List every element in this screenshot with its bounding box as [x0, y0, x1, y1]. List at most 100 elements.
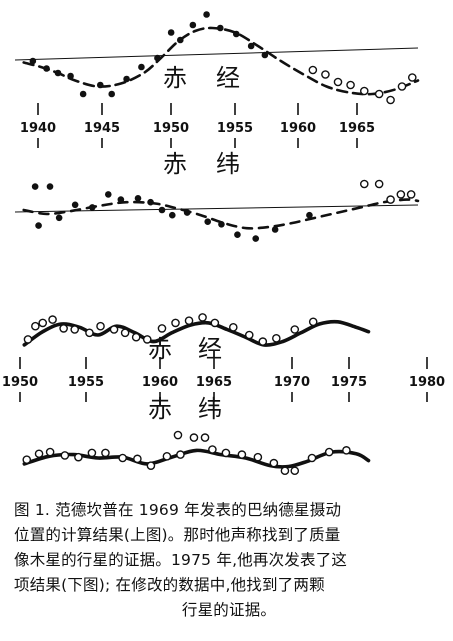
series-baseline	[14, 204, 419, 213]
tick-label: 1970	[274, 375, 310, 390]
data-point	[397, 82, 407, 91]
data-point	[342, 446, 351, 455]
caption-line-2: 位置的计算结果(上图)。那时他声称找到了质量	[14, 526, 341, 544]
data-point	[109, 325, 119, 334]
data-point	[280, 466, 290, 476]
tick-label: 1975	[331, 375, 367, 390]
data-point	[396, 190, 406, 199]
data-point	[261, 51, 269, 59]
data-point	[74, 452, 83, 462]
data-point	[101, 448, 110, 458]
tick-label: 1945	[84, 121, 120, 136]
data-point	[154, 54, 161, 62]
series-label-char: 纬	[198, 395, 222, 423]
tick-label: 1955	[217, 121, 253, 136]
data-point	[34, 449, 44, 459]
tick-label: 1965	[196, 375, 232, 390]
data-point	[272, 333, 281, 343]
data-point	[120, 328, 130, 338]
chart-panel-upper: 1940 1945 1950 1955 1960 1965赤 经赤纬	[14, 11, 420, 242]
series-label-char: 纬	[216, 150, 240, 178]
data-point	[158, 206, 166, 214]
tick-label: 1960	[142, 375, 178, 390]
data-point	[146, 461, 156, 470]
data-point	[31, 321, 40, 331]
series-label-char: 经	[198, 335, 222, 363]
data-point	[210, 318, 220, 328]
data-point	[123, 75, 130, 83]
figure-caption: 图 1. 范德坎普在 1969 年发表的巴纳德星摄动 位置的计算结果(上图)。那…	[14, 498, 444, 623]
data-point	[216, 24, 224, 32]
tick-label: 1950	[153, 121, 189, 136]
series-label-char: 赤	[148, 395, 172, 423]
series-curve-dec	[22, 198, 420, 230]
data-point	[55, 214, 63, 222]
tick-label: 1965	[339, 121, 375, 136]
data-point	[218, 221, 225, 228]
tick-label: 1940	[20, 121, 56, 136]
data-point	[59, 324, 68, 333]
data-point	[60, 451, 70, 460]
data-point	[359, 179, 369, 189]
data-point	[85, 328, 94, 338]
data-point	[118, 453, 127, 463]
data-point	[142, 335, 152, 344]
data-point	[71, 201, 79, 209]
data-point	[96, 81, 104, 89]
data-point	[167, 29, 175, 36]
data-point	[221, 448, 231, 458]
data-point	[307, 453, 317, 463]
data-point	[54, 69, 62, 77]
data-point	[253, 452, 263, 462]
data-point	[269, 458, 279, 468]
tick-label: 1950	[2, 375, 38, 390]
data-point	[31, 183, 39, 190]
data-point	[374, 179, 384, 189]
data-point	[386, 195, 395, 204]
data-point	[234, 231, 241, 238]
tick-label: 1955	[68, 375, 104, 390]
data-point	[48, 315, 57, 324]
data-point	[208, 445, 217, 454]
data-point	[189, 21, 197, 29]
data-point	[271, 226, 279, 233]
data-point	[79, 90, 87, 98]
series-curve-dec	[22, 448, 371, 469]
caption-line-1: 图 1. 范德坎普在 1969 年发表的巴纳德星摄动	[14, 501, 342, 519]
data-point	[108, 90, 116, 98]
data-point	[333, 77, 343, 87]
data-point	[171, 318, 180, 328]
data-point	[200, 433, 210, 442]
data-point	[359, 86, 369, 96]
data-point	[157, 324, 167, 333]
data-point	[104, 191, 112, 198]
data-point	[198, 313, 207, 322]
data-point	[117, 196, 125, 203]
caption-line-4: 项结果(下图); 在修改的数据中,他找到了两颗	[14, 576, 325, 594]
data-point	[252, 235, 260, 242]
data-point	[308, 65, 318, 75]
data-point	[46, 183, 54, 190]
data-point	[290, 325, 300, 334]
data-point	[228, 322, 238, 332]
data-point	[173, 430, 183, 440]
series-label-char: 赤	[163, 64, 187, 92]
data-point	[35, 222, 42, 229]
data-point	[306, 211, 313, 219]
data-point	[70, 325, 79, 334]
data-point	[237, 450, 247, 459]
data-point	[346, 80, 355, 90]
data-point	[23, 335, 33, 344]
series-curve-ra	[22, 26, 420, 96]
data-point	[386, 95, 395, 105]
data-point	[96, 321, 105, 331]
data-point	[88, 204, 96, 211]
data-point	[176, 450, 185, 459]
data-point	[45, 447, 55, 457]
data-point	[258, 337, 268, 346]
caption-line-3: 像木星的行星的证据。1975 年,他再次发表了这	[14, 551, 348, 569]
series-label-char: 赤	[163, 150, 187, 178]
data-point	[308, 317, 318, 327]
data-point	[22, 455, 32, 465]
